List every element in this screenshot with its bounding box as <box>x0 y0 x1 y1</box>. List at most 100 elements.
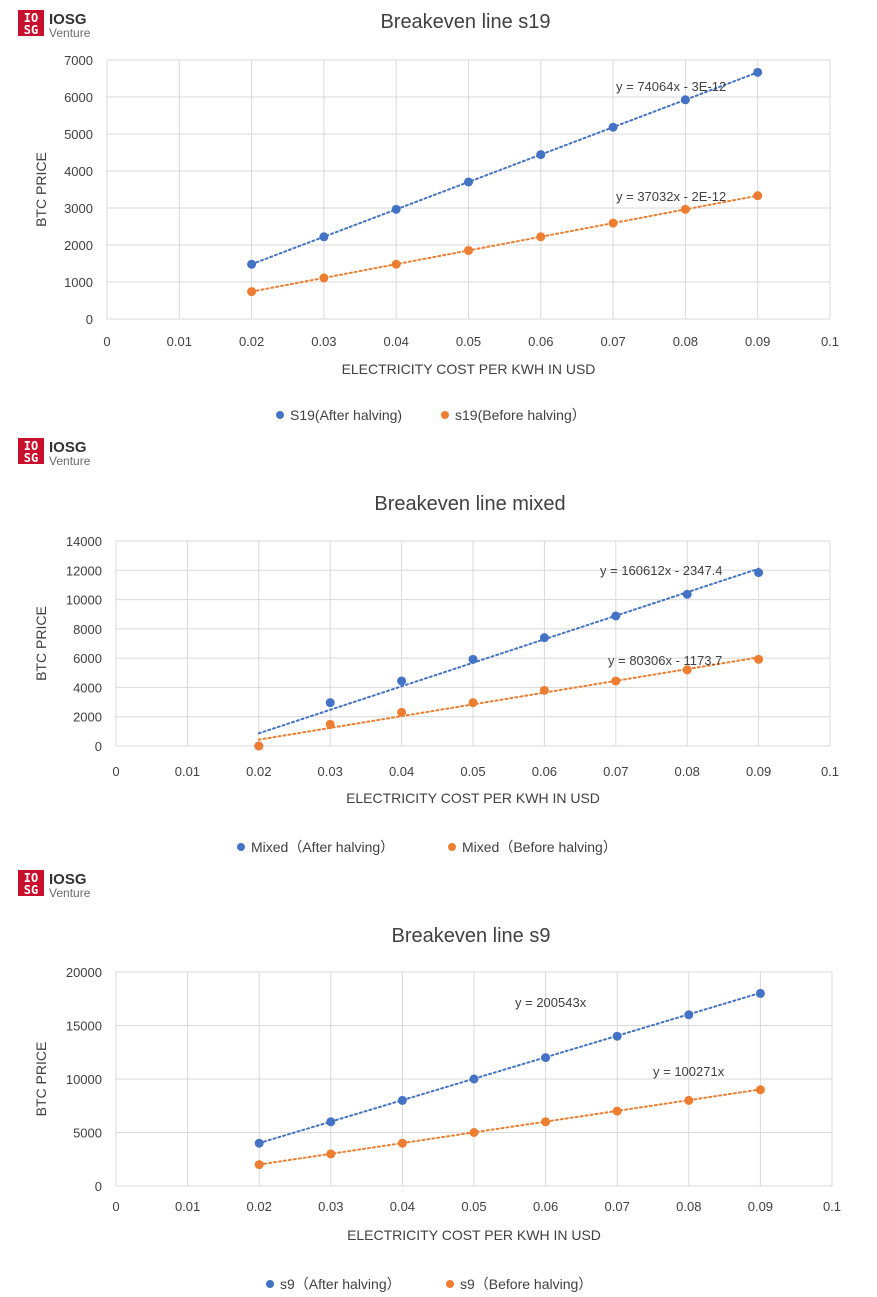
data-point <box>611 611 621 621</box>
x-tick-label: 0.04 <box>384 334 409 349</box>
svg-text:IO: IO <box>24 11 38 25</box>
data-point <box>612 1031 622 1041</box>
iosg-logo: IO SG IOSG Venture <box>18 8 118 42</box>
x-tick-label: 0.1 <box>821 764 839 779</box>
chart-title: Breakeven line mixed <box>374 493 565 515</box>
data-point <box>325 698 335 708</box>
data-point <box>608 122 618 132</box>
x-tick-label: 0 <box>112 764 119 779</box>
legend-label: Mixed（After halving） <box>251 839 394 855</box>
x-tick-label: 0.01 <box>175 764 200 779</box>
data-point <box>326 1117 336 1127</box>
data-point <box>469 1074 479 1084</box>
y-tick-label: 4000 <box>73 680 102 695</box>
chart-panel-s19: IO SG IOSG Venture Breakeven line s19 0 1000 2… <box>0 0 877 428</box>
data-point <box>682 665 692 675</box>
trendline-equation: y = 74064x - 3E-12 <box>616 79 726 94</box>
chart-panel-mixed: IO SG IOSG Venture Breakeven line mixed 0 200… <box>0 428 877 860</box>
y-tick-label: 0 <box>95 739 102 754</box>
svg-text:IO: IO <box>24 439 38 453</box>
breakeven-chart-mixed: Breakeven line mixed 0 2000 4000 6000 8000 100… <box>33 493 839 855</box>
data-point <box>468 654 478 664</box>
data-point <box>319 273 329 283</box>
x-tick-label: 0.03 <box>318 764 343 779</box>
svg-text:Venture: Venture <box>49 26 91 40</box>
legend-marker <box>237 843 245 851</box>
x-tick-label: 0.09 <box>746 764 771 779</box>
trendline <box>258 1088 762 1166</box>
trendline <box>257 656 760 741</box>
x-tick-label: 0 <box>103 334 110 349</box>
x-tick-label: 0 <box>112 1199 119 1214</box>
x-tick-label: 0.08 <box>673 334 698 349</box>
svg-text:Venture: Venture <box>49 886 91 900</box>
data-point <box>753 191 763 201</box>
y-tick-label: 2000 <box>64 238 93 253</box>
data-point <box>391 259 401 269</box>
data-point <box>247 287 257 297</box>
legend-marker <box>446 1280 454 1288</box>
trendline <box>258 991 762 1145</box>
y-axis-title: BTC PRICE <box>33 1042 49 1117</box>
data-point <box>539 685 549 695</box>
svg-text:IOSG: IOSG <box>49 871 87 888</box>
data-point <box>539 633 549 643</box>
data-point <box>684 1010 694 1020</box>
svg-text:IOSG: IOSG <box>49 439 87 456</box>
legend-marker <box>448 843 456 851</box>
y-tick-label: 2000 <box>73 710 102 725</box>
y-axis-title: BTC PRICE <box>33 606 49 681</box>
data-point <box>755 988 765 998</box>
data-point <box>397 1095 407 1105</box>
x-tick-label: 0.04 <box>390 1199 415 1214</box>
x-tick-label: 0.06 <box>532 764 557 779</box>
legend-label: s9（Before halving） <box>460 1276 592 1292</box>
breakeven-chart-s19: Breakeven line s19 0 1000 2000 3000 4000 5000 6… <box>33 11 839 423</box>
data-point <box>754 654 764 664</box>
data-point <box>247 259 257 269</box>
chart-panel-s9: IO SG IOSG Venture Breakeven line s9 0 5000 10… <box>0 860 877 1297</box>
y-tick-label: 1000 <box>64 275 93 290</box>
trendline <box>257 567 760 735</box>
data-point <box>468 698 478 708</box>
data-point <box>319 232 329 242</box>
y-tick-label: 0 <box>95 1179 102 1194</box>
y-tick-label: 14000 <box>66 534 102 549</box>
legend-marker <box>276 411 284 419</box>
data-point <box>397 1138 407 1148</box>
y-tick-label: 4000 <box>64 164 93 179</box>
legend-marker <box>266 1280 274 1288</box>
x-tick-label: 0.06 <box>533 1199 558 1214</box>
y-tick-label: 12000 <box>66 563 102 578</box>
y-tick-label: 6000 <box>73 651 102 666</box>
x-tick-label: 0.03 <box>318 1199 343 1214</box>
x-tick-label: 0.1 <box>823 1199 841 1214</box>
data-point <box>536 232 546 242</box>
svg-text:SG: SG <box>24 883 38 897</box>
x-axis-title: ELECTRICITY COST PER KWH IN USD <box>347 1227 601 1243</box>
x-tick-label: 0.06 <box>528 334 553 349</box>
trendline-equation: y = 160612x - 2347.4 <box>600 563 723 578</box>
x-tick-label: 0.05 <box>456 334 481 349</box>
data-point <box>754 568 764 578</box>
legend-label: s9（After halving） <box>280 1276 401 1292</box>
iosg-logo: IO SG IOSG Venture <box>18 436 118 470</box>
breakeven-chart-s9: Breakeven line s9 0 5000 10000 15000 20000 0 0.… <box>33 925 841 1292</box>
svg-text:SG: SG <box>24 23 38 37</box>
data-point <box>254 1138 264 1148</box>
data-point <box>680 204 690 214</box>
data-point <box>755 1085 765 1095</box>
data-point <box>680 95 690 105</box>
trendline-equation: y = 100271x <box>653 1064 725 1079</box>
iosg-logo: IO SG IOSG Venture <box>18 868 118 902</box>
y-tick-label: 0 <box>86 312 93 327</box>
chart-title: Breakeven line s9 <box>392 925 551 947</box>
x-tick-label: 0.07 <box>600 334 625 349</box>
data-point <box>326 1149 336 1159</box>
y-tick-label: 7000 <box>64 53 93 68</box>
y-axis-title: BTC PRICE <box>33 152 49 227</box>
trendline <box>250 194 759 293</box>
y-tick-label: 10000 <box>66 1072 102 1087</box>
